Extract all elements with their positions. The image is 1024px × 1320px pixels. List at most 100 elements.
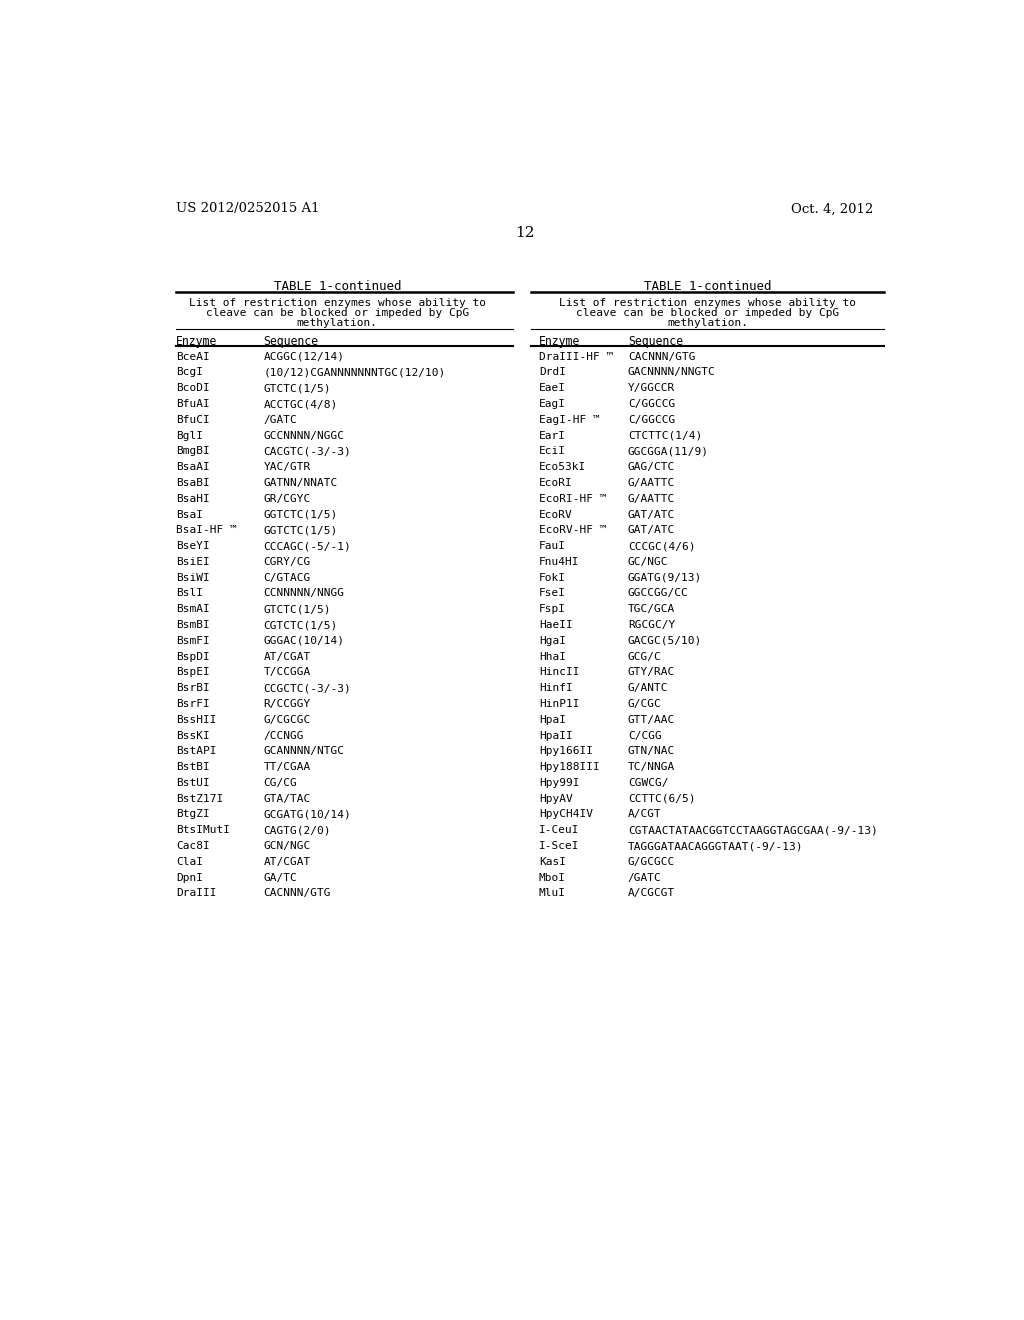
Text: Fnu4HI: Fnu4HI xyxy=(539,557,580,566)
Text: HincII: HincII xyxy=(539,668,580,677)
Text: FspI: FspI xyxy=(539,605,565,614)
Text: methylation.: methylation. xyxy=(297,318,378,327)
Text: BstUI: BstUI xyxy=(176,777,210,788)
Text: HpaII: HpaII xyxy=(539,730,572,741)
Text: GA/TC: GA/TC xyxy=(263,873,297,883)
Text: BsrBI: BsrBI xyxy=(176,684,210,693)
Text: TAGGGATAACAGGGTAAT(-9/-13): TAGGGATAACAGGGTAAT(-9/-13) xyxy=(628,841,804,851)
Text: C/CGG: C/CGG xyxy=(628,730,662,741)
Text: HpyCH4IV: HpyCH4IV xyxy=(539,809,593,820)
Text: GGTCTC(1/5): GGTCTC(1/5) xyxy=(263,525,338,536)
Text: CAGTG(2/0): CAGTG(2/0) xyxy=(263,825,331,836)
Text: CCGCTC(-3/-3): CCGCTC(-3/-3) xyxy=(263,684,351,693)
Text: G/GCGCC: G/GCGCC xyxy=(628,857,675,867)
Text: TC/NNGA: TC/NNGA xyxy=(628,762,675,772)
Text: BstBI: BstBI xyxy=(176,762,210,772)
Text: cleave can be blocked or impeded by CpG: cleave can be blocked or impeded by CpG xyxy=(206,308,469,318)
Text: Eco53kI: Eco53kI xyxy=(539,462,586,473)
Text: GAG/CTC: GAG/CTC xyxy=(628,462,675,473)
Text: Oct. 4, 2012: Oct. 4, 2012 xyxy=(792,202,873,215)
Text: G/AATTC: G/AATTC xyxy=(628,494,675,504)
Text: Enzyme: Enzyme xyxy=(539,335,580,347)
Text: US 2012/0252015 A1: US 2012/0252015 A1 xyxy=(176,202,319,215)
Text: KasI: KasI xyxy=(539,857,565,867)
Text: DraIII-HF ™: DraIII-HF ™ xyxy=(539,351,613,362)
Text: GAT/ATC: GAT/ATC xyxy=(628,525,675,536)
Text: RGCGC/Y: RGCGC/Y xyxy=(628,620,675,630)
Text: EagI: EagI xyxy=(539,399,565,409)
Text: /GATC: /GATC xyxy=(263,414,297,425)
Text: CGRY/CG: CGRY/CG xyxy=(263,557,311,566)
Text: List of restriction enzymes whose ability to: List of restriction enzymes whose abilit… xyxy=(188,298,485,308)
Text: FseI: FseI xyxy=(539,589,565,598)
Text: CTCTTC(1/4): CTCTTC(1/4) xyxy=(628,430,702,441)
Text: CCNNNNN/NNGG: CCNNNNN/NNGG xyxy=(263,589,345,598)
Text: CG/CG: CG/CG xyxy=(263,777,297,788)
Text: BtsIMutI: BtsIMutI xyxy=(176,825,230,836)
Text: MboI: MboI xyxy=(539,873,565,883)
Text: Hpy99I: Hpy99I xyxy=(539,777,580,788)
Text: FauI: FauI xyxy=(539,541,565,550)
Text: BstAPI: BstAPI xyxy=(176,746,216,756)
Text: BslI: BslI xyxy=(176,589,203,598)
Text: GCN/NGC: GCN/NGC xyxy=(263,841,311,851)
Text: DraIII: DraIII xyxy=(176,888,216,899)
Text: BsrFI: BsrFI xyxy=(176,700,210,709)
Text: cleave can be blocked or impeded by CpG: cleave can be blocked or impeded by CpG xyxy=(577,308,840,318)
Text: R/CCGGY: R/CCGGY xyxy=(263,700,311,709)
Text: Cac8I: Cac8I xyxy=(176,841,210,851)
Text: BssHII: BssHII xyxy=(176,714,216,725)
Text: TT/CGAA: TT/CGAA xyxy=(263,762,311,772)
Text: BceAI: BceAI xyxy=(176,351,210,362)
Text: /CCNGG: /CCNGG xyxy=(263,730,304,741)
Text: 12: 12 xyxy=(515,226,535,240)
Text: EcoRI: EcoRI xyxy=(539,478,572,488)
Text: AT/CGAT: AT/CGAT xyxy=(263,857,311,867)
Text: GTN/NAC: GTN/NAC xyxy=(628,746,675,756)
Text: HgaI: HgaI xyxy=(539,636,565,645)
Text: CGTCTC(1/5): CGTCTC(1/5) xyxy=(263,620,338,630)
Text: A/CGCGT: A/CGCGT xyxy=(628,888,675,899)
Text: CGTAACTATAACGGTCCTAAGGTAGCGAA(-9/-13): CGTAACTATAACGGTCCTAAGGTAGCGAA(-9/-13) xyxy=(628,825,878,836)
Text: GC/NGC: GC/NGC xyxy=(628,557,669,566)
Text: HpyAV: HpyAV xyxy=(539,793,572,804)
Text: GGATG(9/13): GGATG(9/13) xyxy=(628,573,702,582)
Text: EagI-HF ™: EagI-HF ™ xyxy=(539,414,599,425)
Text: GCG/C: GCG/C xyxy=(628,652,662,661)
Text: BspEI: BspEI xyxy=(176,668,210,677)
Text: I-CeuI: I-CeuI xyxy=(539,825,580,836)
Text: BfuAI: BfuAI xyxy=(176,399,210,409)
Text: CACNNN/GTG: CACNNN/GTG xyxy=(628,351,695,362)
Text: G/CGCGC: G/CGCGC xyxy=(263,714,311,725)
Text: BsaHI: BsaHI xyxy=(176,494,210,504)
Text: EcoRV: EcoRV xyxy=(539,510,572,520)
Text: BcgI: BcgI xyxy=(176,367,203,378)
Text: methylation.: methylation. xyxy=(668,318,749,327)
Text: BsiWI: BsiWI xyxy=(176,573,210,582)
Text: G/CGC: G/CGC xyxy=(628,700,662,709)
Text: BfuCI: BfuCI xyxy=(176,414,210,425)
Text: GCANNNN/NTGC: GCANNNN/NTGC xyxy=(263,746,345,756)
Text: ClaI: ClaI xyxy=(176,857,203,867)
Text: Sequence: Sequence xyxy=(628,335,683,347)
Text: CGWCG/: CGWCG/ xyxy=(628,777,669,788)
Text: List of restriction enzymes whose ability to: List of restriction enzymes whose abilit… xyxy=(559,298,856,308)
Text: BspDI: BspDI xyxy=(176,652,210,661)
Text: Enzyme: Enzyme xyxy=(176,335,217,347)
Text: EcoRI-HF ™: EcoRI-HF ™ xyxy=(539,494,606,504)
Text: CCCAGC(-5/-1): CCCAGC(-5/-1) xyxy=(263,541,351,550)
Text: GGGAC(10/14): GGGAC(10/14) xyxy=(263,636,345,645)
Text: BssKI: BssKI xyxy=(176,730,210,741)
Text: YAC/GTR: YAC/GTR xyxy=(263,462,311,473)
Text: TABLE 1-continued: TABLE 1-continued xyxy=(644,280,771,293)
Text: Hpy188III: Hpy188III xyxy=(539,762,599,772)
Text: DrdI: DrdI xyxy=(539,367,565,378)
Text: C/GGCCG: C/GGCCG xyxy=(628,414,675,425)
Text: BcoDI: BcoDI xyxy=(176,383,210,393)
Text: GR/CGYC: GR/CGYC xyxy=(263,494,311,504)
Text: GTY/RAC: GTY/RAC xyxy=(628,668,675,677)
Text: TGC/GCA: TGC/GCA xyxy=(628,605,675,614)
Text: BsaAI: BsaAI xyxy=(176,462,210,473)
Text: CACGTC(-3/-3): CACGTC(-3/-3) xyxy=(263,446,351,457)
Text: Y/GGCCR: Y/GGCCR xyxy=(628,383,675,393)
